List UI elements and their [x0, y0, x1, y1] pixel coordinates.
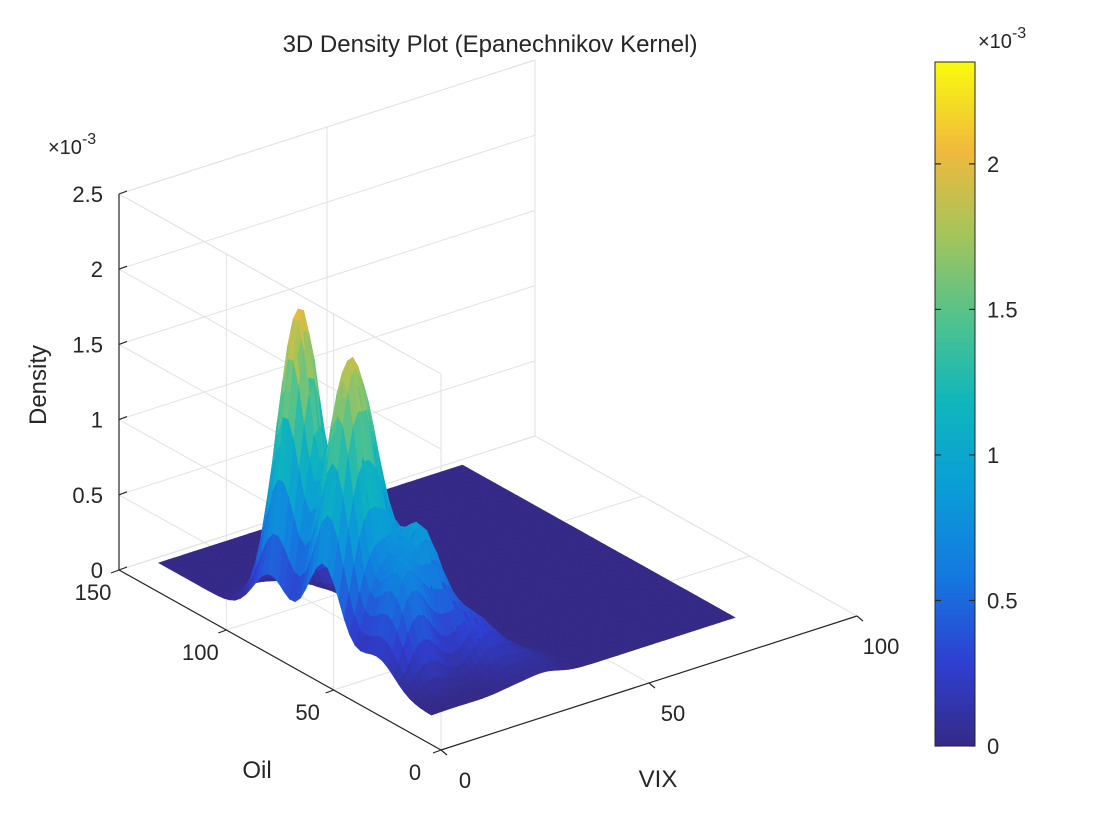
z-tick [118, 190, 128, 195]
z-tick-label: 1.5 [72, 332, 103, 357]
y-tick-label: 0 [409, 760, 421, 785]
z-tick-label: 2 [91, 257, 103, 282]
z-tick [118, 491, 128, 496]
y-tick-label: 150 [75, 580, 112, 605]
y-tick-label: 100 [182, 640, 219, 665]
x-tick [648, 682, 656, 689]
x-tick-label: 100 [863, 634, 900, 659]
z-tick-label: 0.5 [72, 483, 103, 508]
z-tick-label: 2.5 [72, 182, 103, 207]
grid-line [118, 285, 536, 421]
colorbar-tick-label: 1 [987, 443, 999, 468]
grid-line [118, 193, 442, 375]
colorbar-tick-label: 1.5 [987, 297, 1018, 322]
y-axis-label: Oil [242, 757, 271, 784]
z-axis-label: Density [25, 345, 52, 425]
y-tick [110, 569, 120, 574]
colorbar-tick-label: 0 [987, 734, 999, 759]
x-tick-label: 50 [661, 701, 685, 726]
colorbar-gradient [934, 61, 976, 747]
colorbar-multiplier-exp: -3 [1012, 25, 1026, 42]
z-tick [118, 566, 128, 571]
grid-line [118, 268, 442, 450]
z-tick-label: 0 [91, 558, 103, 583]
density-surface [157, 308, 736, 716]
y-axis-line [118, 569, 442, 751]
colorbar: 0 0.5 1 1.5 2 ×10-3 [934, 25, 1026, 759]
chart-title: 3D Density Plot (Epanechnikov Kernel) [283, 31, 698, 58]
svg-text:×10-3: ×10-3 [48, 131, 96, 159]
y-tick [432, 749, 442, 754]
grid-line [118, 209, 536, 345]
z-tick [118, 265, 128, 270]
y-tick [325, 689, 334, 694]
x-tick [440, 749, 448, 756]
z-tick-label: 1 [91, 408, 103, 433]
z-tick [118, 416, 128, 421]
grid-line [118, 134, 536, 270]
z-tick [118, 340, 128, 345]
colorbar-tick-label: 0.5 [987, 588, 1018, 613]
x-axis-label: VIX [639, 766, 678, 793]
colorbar-multiplier: ×10-3 [978, 25, 1026, 53]
surface-patch [723, 614, 736, 620]
colorbar-tick-label: 2 [987, 152, 999, 177]
y-tick-label: 50 [295, 700, 319, 725]
y-tick [218, 629, 227, 634]
grid-line [118, 360, 536, 496]
z-multiplier-base: ×10 [48, 137, 82, 159]
grid-line [534, 435, 858, 617]
x-tick-label: 0 [459, 768, 471, 793]
z-axis-multiplier: ×10-3 [48, 131, 96, 159]
grid-line [118, 59, 536, 195]
z-multiplier-exp: -3 [82, 131, 96, 148]
colorbar-ticks: 0 0.5 1 1.5 2 [935, 152, 1018, 759]
x-tick [856, 615, 864, 622]
colorbar-multiplier-base: ×10 [978, 31, 1012, 53]
